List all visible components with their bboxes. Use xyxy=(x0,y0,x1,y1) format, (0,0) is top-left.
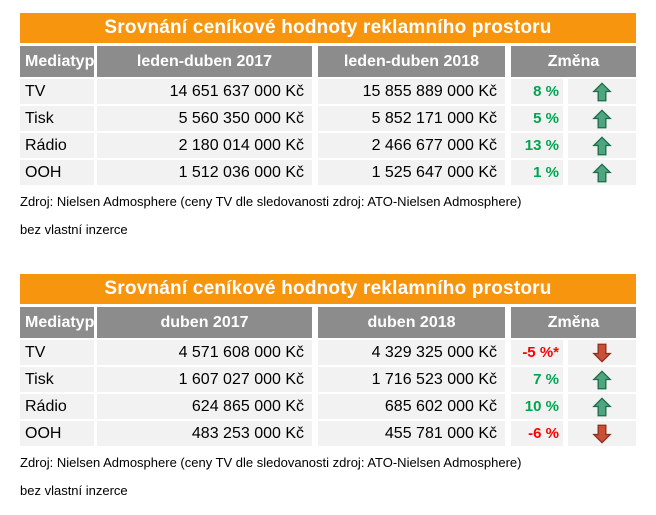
table-title-bar: Srovnání ceníkové hodnoty reklamního pro… xyxy=(20,13,636,43)
change-arrow-cell xyxy=(568,367,636,392)
value-2017-cell: 624 865 000 Kč xyxy=(97,394,312,419)
mediatype-cell: Rádio xyxy=(20,394,94,419)
change-percent: 5 % xyxy=(533,110,559,127)
change-percent-cell: 13 % xyxy=(511,133,563,158)
change-percent-cell: 7 % xyxy=(511,367,563,392)
value-2017-cell: 483 253 000 Kč xyxy=(97,421,312,446)
header-change: Změna xyxy=(511,307,636,338)
change-percent: 1 % xyxy=(533,164,559,181)
mediatype-cell: OOH xyxy=(20,421,94,446)
source-note: Zdroj: Nielsen Admosphere (ceny TV dle s… xyxy=(20,194,522,209)
comparison-table-jan-apr: Srovnání ceníkové hodnoty reklamního pro… xyxy=(20,13,636,237)
value-2018-cell: 685 602 000 Kč xyxy=(318,394,505,419)
change-percent-cell: 8 % xyxy=(511,79,563,104)
change-arrow-cell xyxy=(568,106,636,131)
value-2018-cell: 1 716 523 000 Kč xyxy=(318,367,505,392)
change-arrow-cell xyxy=(568,340,636,365)
mediatype-cell: Tisk xyxy=(20,367,94,392)
table-title: Srovnání ceníkové hodnoty reklamního pro… xyxy=(104,17,552,38)
table-header-row: Mediatyp duben 2017 duben 2018 Změna xyxy=(20,307,636,338)
mediatype-cell: TV xyxy=(20,340,94,365)
change-arrow-cell xyxy=(568,133,636,158)
mediatype-cell: TV xyxy=(20,79,94,104)
change-percent: 8 % xyxy=(533,83,559,100)
value-2018-cell: 1 525 647 000 Kč xyxy=(318,160,505,185)
mediatype-cell: Tisk xyxy=(20,106,94,131)
value-2018-cell: 2 466 677 000 Kč xyxy=(318,133,505,158)
value-2018-cell: 5 852 171 000 Kč xyxy=(318,106,505,131)
header-period-2018: leden-duben 2018 xyxy=(318,46,505,77)
comparison-table-april: Srovnání ceníkové hodnoty reklamního pro… xyxy=(20,274,636,498)
down-arrow-icon xyxy=(591,342,613,364)
up-arrow-icon xyxy=(591,108,613,130)
table-row-radio: Rádio 624 865 000 Kč 685 602 000 Kč 10 % xyxy=(20,394,636,419)
change-arrow-cell xyxy=(568,160,636,185)
value-2018-cell: 455 781 000 Kč xyxy=(318,421,505,446)
value-2017-cell: 5 560 350 000 Kč xyxy=(97,106,312,131)
change-arrow-cell xyxy=(568,79,636,104)
table-row-tv: TV 4 571 608 000 Kč 4 329 325 000 Kč -5 … xyxy=(20,340,636,365)
change-arrow-cell xyxy=(568,394,636,419)
header-period-2017: leden-duben 2017 xyxy=(97,46,312,77)
up-arrow-icon xyxy=(591,369,613,391)
change-percent: -6 % xyxy=(528,425,559,442)
header-period-2017: duben 2017 xyxy=(97,307,312,338)
value-2018-cell: 15 855 889 000 Kč xyxy=(318,79,505,104)
change-percent-cell: -6 % xyxy=(511,421,563,446)
value-2017-cell: 1 512 036 000 Kč xyxy=(97,160,312,185)
down-arrow-icon xyxy=(591,423,613,445)
table-title-bar: Srovnání ceníkové hodnoty reklamního pro… xyxy=(20,274,636,304)
change-arrow-cell xyxy=(568,421,636,446)
table-row-radio: Rádio 2 180 014 000 Kč 2 466 677 000 Kč … xyxy=(20,133,636,158)
up-arrow-icon xyxy=(591,396,613,418)
header-mediatype: Mediatyp xyxy=(20,46,94,77)
change-percent-cell: 10 % xyxy=(511,394,563,419)
change-percent: 7 % xyxy=(533,371,559,388)
up-arrow-icon xyxy=(591,162,613,184)
table-title: Srovnání ceníkové hodnoty reklamního pro… xyxy=(104,278,552,299)
table-header-row: Mediatyp leden-duben 2017 leden-duben 20… xyxy=(20,46,636,77)
mediatype-cell: Rádio xyxy=(20,133,94,158)
up-arrow-icon xyxy=(591,81,613,103)
change-percent: 10 % xyxy=(524,398,559,415)
change-percent-cell: 1 % xyxy=(511,160,563,185)
value-2017-cell: 1 607 027 000 Kč xyxy=(97,367,312,392)
change-percent-cell: -5 %* xyxy=(511,340,563,365)
footnote: bez vlastní inzerce xyxy=(20,222,128,237)
table-row-ooh: OOH 1 512 036 000 Kč 1 525 647 000 Kč 1 … xyxy=(20,160,636,185)
header-mediatype: Mediatyp xyxy=(20,307,94,338)
value-2017-cell: 14 651 637 000 Kč xyxy=(97,79,312,104)
mediatype-cell: OOH xyxy=(20,160,94,185)
value-2017-cell: 2 180 014 000 Kč xyxy=(97,133,312,158)
header-change: Změna xyxy=(511,46,636,77)
source-note: Zdroj: Nielsen Admosphere (ceny TV dle s… xyxy=(20,455,522,470)
table-row-tisk: Tisk 1 607 027 000 Kč 1 716 523 000 Kč 7… xyxy=(20,367,636,392)
change-percent: 13 % xyxy=(524,137,559,154)
table-row-tv: TV 14 651 637 000 Kč 15 855 889 000 Kč 8… xyxy=(20,79,636,104)
table-row-tisk: Tisk 5 560 350 000 Kč 5 852 171 000 Kč 5… xyxy=(20,106,636,131)
footnote: bez vlastní inzerce xyxy=(20,483,128,498)
table-row-ooh: OOH 483 253 000 Kč 455 781 000 Kč -6 % xyxy=(20,421,636,446)
change-percent-cell: 5 % xyxy=(511,106,563,131)
change-percent: -5 %* xyxy=(522,344,559,361)
header-period-2018: duben 2018 xyxy=(318,307,505,338)
value-2017-cell: 4 571 608 000 Kč xyxy=(97,340,312,365)
value-2018-cell: 4 329 325 000 Kč xyxy=(318,340,505,365)
up-arrow-icon xyxy=(591,135,613,157)
